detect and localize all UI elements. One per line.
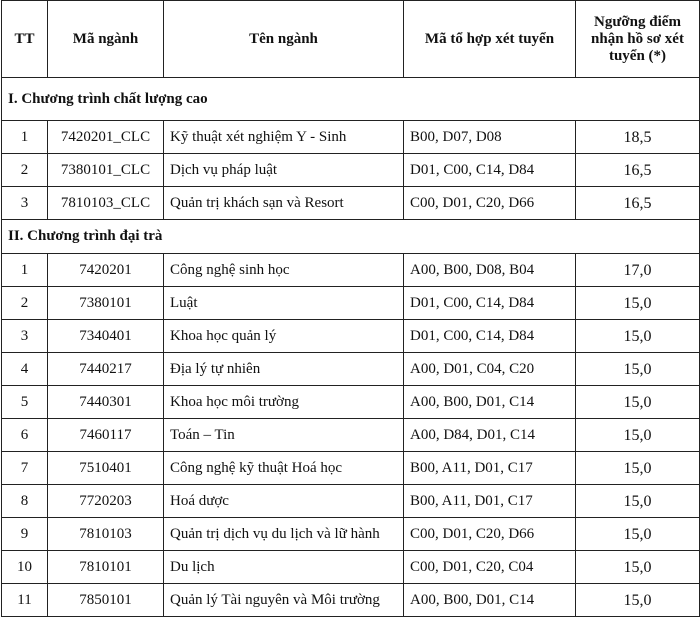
major-code: 7380101 bbox=[47, 286, 164, 320]
data-row: 1 7420201 Công nghệ sinh học A00, B00, D08,… bbox=[1, 253, 700, 287]
subject-combinations: A00, D01, C04, C20 bbox=[403, 352, 576, 386]
major-name: Luật bbox=[163, 286, 404, 320]
row-number: 9 bbox=[1, 517, 48, 551]
data-row: 3 7810103_CLC Quản trị khách sạn và Resort… bbox=[1, 186, 700, 220]
header-cell: Ngưỡng điểm nhận hồ sơ xét tuyển (*) bbox=[575, 0, 700, 78]
row-number: 11 bbox=[1, 583, 48, 617]
row-number: 5 bbox=[1, 385, 48, 419]
major-code: 7810103_CLC bbox=[47, 186, 164, 220]
data-row: 8 7720203 Hoá dược B00, A11, D01, C17 15,0 bbox=[1, 484, 700, 518]
data-row: 6 7460117 Toán – Tin A00, D84, D01, C14 15,0 bbox=[1, 418, 700, 452]
data-row: 1 7420201_CLC Kỹ thuật xét nghiệm Y - Sinh… bbox=[1, 120, 700, 154]
major-code: 7850101 bbox=[47, 583, 164, 617]
major-name: Công nghệ sinh học bbox=[163, 253, 404, 287]
major-name: Khoa học môi trường bbox=[163, 385, 404, 419]
score-threshold: 16,5 bbox=[575, 186, 700, 220]
row-number: 3 bbox=[1, 319, 48, 353]
major-name: Công nghệ kỹ thuật Hoá học bbox=[163, 451, 404, 485]
data-row: 3 7340401 Khoa học quản lý D01, C00, C14, D… bbox=[1, 319, 700, 353]
major-code: 7420201 bbox=[47, 253, 164, 287]
score-threshold: 15,0 bbox=[575, 583, 700, 617]
major-code: 7460117 bbox=[47, 418, 164, 452]
data-row: 11 7850101 Quản lý Tài nguyên và Môi trườn… bbox=[1, 583, 700, 617]
major-name: Địa lý tự nhiên bbox=[163, 352, 404, 386]
row-number: 2 bbox=[1, 286, 48, 320]
admission-table: TT Mã ngành Tên ngành Mã tổ hợp xét tuyển Ng… bbox=[1, 0, 700, 617]
major-name: Dịch vụ pháp luật bbox=[163, 153, 404, 187]
section-title: II. Chương trình đại trà bbox=[1, 219, 700, 254]
score-threshold: 15,0 bbox=[575, 517, 700, 551]
subject-combinations: D01, C00, C14, D84 bbox=[403, 286, 576, 320]
major-code: 7340401 bbox=[47, 319, 164, 353]
section-row: I. Chương trình chất lượng cao bbox=[1, 77, 700, 121]
score-threshold: 15,0 bbox=[575, 418, 700, 452]
header-cell: Mã tổ hợp xét tuyển bbox=[403, 0, 576, 78]
row-number: 1 bbox=[1, 120, 48, 154]
major-code: 7720203 bbox=[47, 484, 164, 518]
major-name: Quản lý Tài nguyên và Môi trường bbox=[163, 583, 404, 617]
major-code: 7380101_CLC bbox=[47, 153, 164, 187]
data-row: 9 7810103 Quản trị dịch vụ du lịch và lữ h… bbox=[1, 517, 700, 551]
subject-combinations: C00, D01, C20, C04 bbox=[403, 550, 576, 584]
table-body: I. Chương trình chất lượng cao 1 7420201_C… bbox=[1, 77, 700, 617]
header-row: TT Mã ngành Tên ngành Mã tổ hợp xét tuyển Ng… bbox=[1, 0, 700, 78]
major-name: Du lịch bbox=[163, 550, 404, 584]
subject-combinations: B00, D07, D08 bbox=[403, 120, 576, 154]
row-number: 6 bbox=[1, 418, 48, 452]
score-threshold: 15,0 bbox=[575, 286, 700, 320]
row-number: 4 bbox=[1, 352, 48, 386]
major-code: 7510401 bbox=[47, 451, 164, 485]
data-row: 10 7810101 Du lịch C00, D01, C20, C04 15,0 bbox=[1, 550, 700, 584]
major-code: 7440301 bbox=[47, 385, 164, 419]
header-cell: Mã ngành bbox=[47, 0, 164, 78]
score-threshold: 15,0 bbox=[575, 484, 700, 518]
score-threshold: 15,0 bbox=[575, 352, 700, 386]
major-name: Kỹ thuật xét nghiệm Y - Sinh bbox=[163, 120, 404, 154]
subject-combinations: C00, D01, C20, D66 bbox=[403, 186, 576, 220]
score-threshold: 15,0 bbox=[575, 451, 700, 485]
major-code: 7440217 bbox=[47, 352, 164, 386]
score-threshold: 18,5 bbox=[575, 120, 700, 154]
section-title: I. Chương trình chất lượng cao bbox=[1, 77, 700, 121]
major-name: Khoa học quản lý bbox=[163, 319, 404, 353]
major-code: 7810101 bbox=[47, 550, 164, 584]
subject-combinations: C00, D01, C20, D66 bbox=[403, 517, 576, 551]
row-number: 7 bbox=[1, 451, 48, 485]
score-threshold: 16,5 bbox=[575, 153, 700, 187]
major-code: 7420201_CLC bbox=[47, 120, 164, 154]
subject-combinations: A00, D84, D01, C14 bbox=[403, 418, 576, 452]
major-name: Quản trị dịch vụ du lịch và lữ hành bbox=[163, 517, 404, 551]
row-number: 8 bbox=[1, 484, 48, 518]
header-cell: Tên ngành bbox=[163, 0, 404, 78]
subject-combinations: A00, B00, D08, B04 bbox=[403, 253, 576, 287]
header-cell: TT bbox=[1, 0, 48, 78]
data-row: 2 7380101_CLC Dịch vụ pháp luật D01, C00, C… bbox=[1, 153, 700, 187]
major-name: Hoá dược bbox=[163, 484, 404, 518]
major-code: 7810103 bbox=[47, 517, 164, 551]
subject-combinations: B00, A11, D01, C17 bbox=[403, 484, 576, 518]
data-row: 4 7440217 Địa lý tự nhiên A00, D01, C04, C2… bbox=[1, 352, 700, 386]
score-threshold: 15,0 bbox=[575, 550, 700, 584]
section-row: II. Chương trình đại trà bbox=[1, 219, 700, 254]
row-number: 1 bbox=[1, 253, 48, 287]
row-number: 3 bbox=[1, 186, 48, 220]
subject-combinations: A00, B00, D01, C14 bbox=[403, 583, 576, 617]
subject-combinations: D01, C00, C14, D84 bbox=[403, 153, 576, 187]
score-threshold: 17,0 bbox=[575, 253, 700, 287]
data-row: 5 7440301 Khoa học môi trường A00, B00, D01… bbox=[1, 385, 700, 419]
major-name: Toán – Tin bbox=[163, 418, 404, 452]
score-threshold: 15,0 bbox=[575, 319, 700, 353]
row-number: 2 bbox=[1, 153, 48, 187]
subject-combinations: B00, A11, D01, C17 bbox=[403, 451, 576, 485]
major-name: Quản trị khách sạn và Resort bbox=[163, 186, 404, 220]
data-row: 7 7510401 Công nghệ kỹ thuật Hoá học B00, A… bbox=[1, 451, 700, 485]
score-threshold: 15,0 bbox=[575, 385, 700, 419]
subject-combinations: D01, C00, C14, D84 bbox=[403, 319, 576, 353]
subject-combinations: A00, B00, D01, C14 bbox=[403, 385, 576, 419]
data-row: 2 7380101 Luật D01, C00, C14, D84 15,0 bbox=[1, 286, 700, 320]
row-number: 10 bbox=[1, 550, 48, 584]
